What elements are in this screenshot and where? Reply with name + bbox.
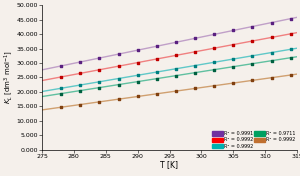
Point [193,87,197,90]
Point [212,33,217,36]
Point [231,43,236,46]
Point [59,92,64,95]
Point [97,100,102,103]
Point [173,41,178,44]
X-axis label: T [K]: T [K] [160,160,178,169]
Point [154,58,159,60]
Point [116,53,121,55]
Point [135,80,140,83]
Point [78,89,83,92]
Point [173,54,178,57]
Point [97,86,102,89]
Point [135,61,140,64]
Point [288,32,293,35]
Point [135,49,140,52]
Point [78,61,83,63]
Point [154,92,159,95]
Point [97,80,102,83]
Point [231,29,236,32]
Point [269,76,274,79]
Point [193,50,197,53]
Point [288,48,293,51]
Point [231,65,236,68]
Point [193,64,197,67]
Point [231,82,236,84]
Point [269,59,274,62]
Point [250,62,255,65]
Point [116,65,121,68]
Y-axis label: $K_L$ [dm$^3$ mol$^{-1}$]: $K_L$ [dm$^3$ mol$^{-1}$] [2,50,15,105]
Point [116,77,121,80]
Point [116,98,121,100]
Point [250,54,255,57]
Point [288,74,293,76]
Point [231,58,236,60]
Point [269,36,274,39]
Point [154,77,159,80]
Point [193,71,197,74]
Point [212,68,217,71]
Point [78,72,83,75]
Point [288,56,293,59]
Point [269,21,274,24]
Point [173,74,178,77]
Point [59,87,64,90]
Point [135,74,140,77]
Point [97,68,102,71]
Point [59,65,64,67]
Point [288,17,293,20]
Point [59,106,64,109]
Point [173,90,178,93]
Point [78,84,83,86]
Point [269,51,274,54]
Point [250,40,255,42]
Point [116,83,121,86]
Point [212,47,217,50]
Point [97,57,102,59]
Point [250,25,255,28]
Point [212,84,217,87]
Point [193,37,197,40]
Point [135,95,140,98]
Point [78,103,83,106]
Point [154,71,159,73]
Point [173,67,178,70]
Point [250,79,255,82]
Point [59,76,64,78]
Point [212,61,217,64]
Point [154,45,159,48]
Legend: R² = 0.9991, R² = 0.9992, R² = 0.9992, R² = 0.9711, R² = 0.9992: R² = 0.9991, R² = 0.9992, R² = 0.9992, R… [211,130,297,150]
